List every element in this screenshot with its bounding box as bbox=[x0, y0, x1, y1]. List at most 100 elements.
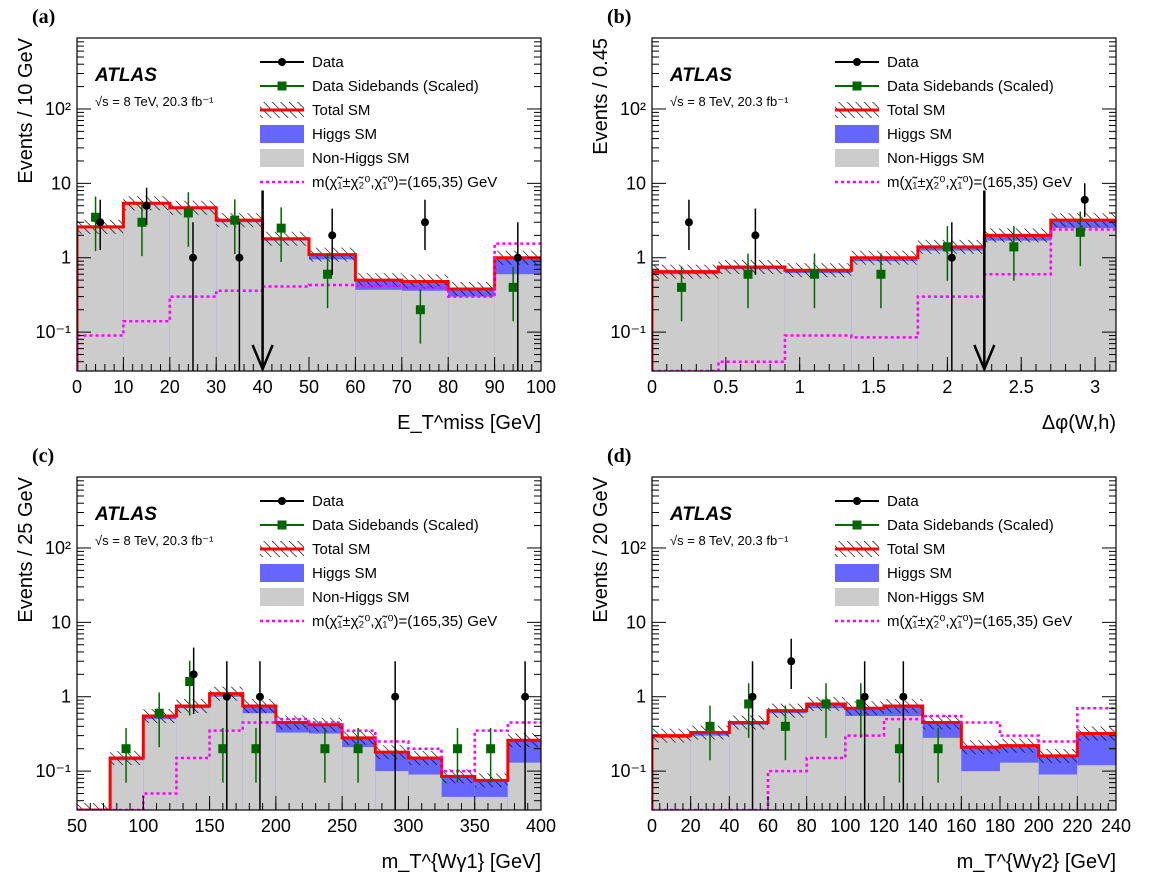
sideband-point bbox=[876, 269, 886, 279]
nonhiggs-bar bbox=[1000, 762, 1039, 810]
x-tick-label: 0 bbox=[72, 377, 82, 397]
x-tick-label: 2 bbox=[942, 377, 952, 397]
x-tick-label: 2.5 bbox=[1009, 377, 1034, 397]
nonhiggs-bar bbox=[729, 724, 768, 810]
y-tick-label: 10 bbox=[626, 173, 646, 193]
x-tick-label: 40 bbox=[253, 377, 273, 397]
legend-label: m(χ̃₁±χ̃₂⁰,χ̃₁⁰)=(165,35) GeV bbox=[312, 613, 497, 630]
data-point bbox=[513, 253, 522, 262]
nonhiggs-bar bbox=[984, 240, 1051, 371]
sideband-point bbox=[1075, 227, 1085, 237]
total-sm-uncertainty bbox=[77, 803, 111, 810]
legend-label: Data Sidebands (Scaled) bbox=[312, 517, 479, 534]
panel-label: (a) bbox=[32, 6, 56, 28]
y-tick-label: 10 bbox=[51, 173, 71, 193]
legend-entry-signal: m(χ̃₁±χ̃₂⁰,χ̃₁⁰)=(165,35) GeV bbox=[260, 174, 497, 191]
legend-entry-sidebands: Data Sidebands (Scaled) bbox=[260, 78, 479, 95]
sideband-point bbox=[251, 744, 261, 754]
sideband-point bbox=[452, 744, 462, 754]
cut-arrow-head bbox=[973, 344, 996, 373]
legend-label: Non-Higgs SM bbox=[887, 150, 985, 167]
sideband-point bbox=[323, 269, 333, 279]
data-point bbox=[328, 231, 337, 240]
y-tick-label: 1 bbox=[61, 687, 71, 707]
legend-label: Data Sidebands (Scaled) bbox=[887, 517, 1054, 534]
x-tick-label: 50 bbox=[67, 816, 87, 836]
legend-entry-nonhiggs: Non-Higgs SM bbox=[260, 149, 410, 167]
chart-svg: 10⁻¹ 1 10 10² 0 0.5 1 1.5 2 2.5 3 Events / 0.45 Δφ(W… bbox=[590, 37, 1117, 434]
x-tick-label: 400 bbox=[526, 816, 556, 836]
y-tick-label: 10² bbox=[45, 538, 71, 558]
y-tick-label: 10² bbox=[45, 99, 71, 119]
x-tick-label: 160 bbox=[946, 816, 976, 836]
data-point bbox=[787, 657, 796, 666]
x-tick-label: 80 bbox=[438, 377, 458, 397]
x-tick-label: 350 bbox=[460, 816, 490, 836]
sideband-point bbox=[185, 677, 195, 687]
sideband-point bbox=[121, 744, 131, 754]
sideband-point bbox=[415, 305, 425, 315]
y-tick-label: 1 bbox=[636, 687, 646, 707]
data-point bbox=[521, 692, 530, 701]
legend-entry-data: Data bbox=[260, 493, 344, 510]
legend-entry-sidebands: Data Sidebands (Scaled) bbox=[835, 78, 1054, 95]
sideband-point bbox=[353, 744, 363, 754]
sideband-point bbox=[320, 744, 330, 754]
panel-label: (c) bbox=[32, 445, 55, 467]
nonhiggs-bar bbox=[718, 269, 785, 371]
legend-entry-higgs: Higgs SM bbox=[835, 125, 952, 143]
sideband-point bbox=[508, 282, 518, 292]
legend-label: Total SM bbox=[887, 541, 945, 558]
y-axis-label: Events / 25 GeV bbox=[15, 476, 37, 622]
x-tick-label: 60 bbox=[758, 816, 778, 836]
legend-label: m(χ̃₁±χ̃₂⁰,χ̃₁⁰)=(165,35) GeV bbox=[312, 174, 497, 191]
y-tick-label: 1 bbox=[61, 248, 71, 268]
plot-frame bbox=[76, 476, 542, 811]
legend-nonhiggs-swatch bbox=[260, 149, 304, 167]
chart-panel-d: (d) 10⁻¹ 1 10 10² 0 20 40 60 80 100 120 140 160 180 20… bbox=[575, 439, 1149, 878]
sideband-point bbox=[230, 215, 240, 225]
nonhiggs-bar bbox=[652, 737, 691, 810]
legend-label: m(χ̃₁±χ̃₂⁰,χ̃₁⁰)=(165,35) GeV bbox=[887, 174, 1072, 191]
legend-entry-nonhiggs: Non-Higgs SM bbox=[260, 588, 410, 606]
x-axis-label: m_T^{Wγ2} [GeV] bbox=[957, 851, 1116, 873]
legend-higgs-swatch bbox=[260, 564, 304, 582]
legend-entry-nonhiggs: Non-Higgs SM bbox=[835, 588, 985, 606]
sideband-point bbox=[218, 744, 228, 754]
nonhiggs-bar bbox=[441, 796, 475, 810]
legend-entry-higgs: Higgs SM bbox=[835, 564, 952, 582]
energy-label: √s = 8 TeV, 20.3 fb⁻¹ bbox=[670, 533, 789, 548]
plot-area bbox=[652, 183, 1116, 371]
legend-entry-data: Data bbox=[260, 54, 344, 71]
x-tick-label: 250 bbox=[327, 816, 357, 836]
nonhiggs-bar bbox=[784, 273, 852, 371]
x-tick-label: 1.5 bbox=[861, 377, 886, 397]
nonhiggs-bar bbox=[401, 290, 449, 371]
x-tick-label: 100 bbox=[128, 816, 158, 836]
legend-label: Data bbox=[312, 54, 344, 71]
x-axis-label: E_T^miss [GeV] bbox=[397, 412, 541, 434]
plot-area bbox=[77, 647, 541, 810]
sideband-point bbox=[894, 744, 904, 754]
legend-data-marker bbox=[278, 497, 286, 505]
legend-higgs-swatch bbox=[835, 125, 879, 143]
legend-label: Total SM bbox=[887, 102, 945, 119]
legend-label: Data Sidebands (Scaled) bbox=[312, 78, 479, 95]
nonhiggs-bar bbox=[961, 771, 1000, 810]
data-point bbox=[751, 231, 760, 240]
atlas-label: ATLAS bbox=[94, 65, 157, 86]
y-tick-label: 10⁻¹ bbox=[35, 761, 71, 781]
legend-label: Total SM bbox=[312, 541, 370, 558]
legend-sideband-marker bbox=[852, 81, 862, 91]
chart-panel-a: (a) 10⁻¹ 1 10 10² 0 10 20 30 40 50 60 70 80 90 100 Even… bbox=[0, 0, 574, 439]
legend-label: Data bbox=[887, 493, 919, 510]
nonhiggs-bar bbox=[851, 261, 918, 371]
data-point bbox=[1080, 195, 1089, 204]
legend-entry-signal: m(χ̃₁±χ̃₂⁰,χ̃₁⁰)=(165,35) GeV bbox=[260, 613, 497, 630]
x-tick-label: 90 bbox=[485, 377, 505, 397]
legend-sideband-marker bbox=[277, 81, 287, 91]
legend-data-marker bbox=[278, 58, 286, 66]
nonhiggs-bar bbox=[355, 289, 402, 371]
data-point bbox=[421, 218, 429, 227]
total-sm-line bbox=[77, 201, 541, 371]
